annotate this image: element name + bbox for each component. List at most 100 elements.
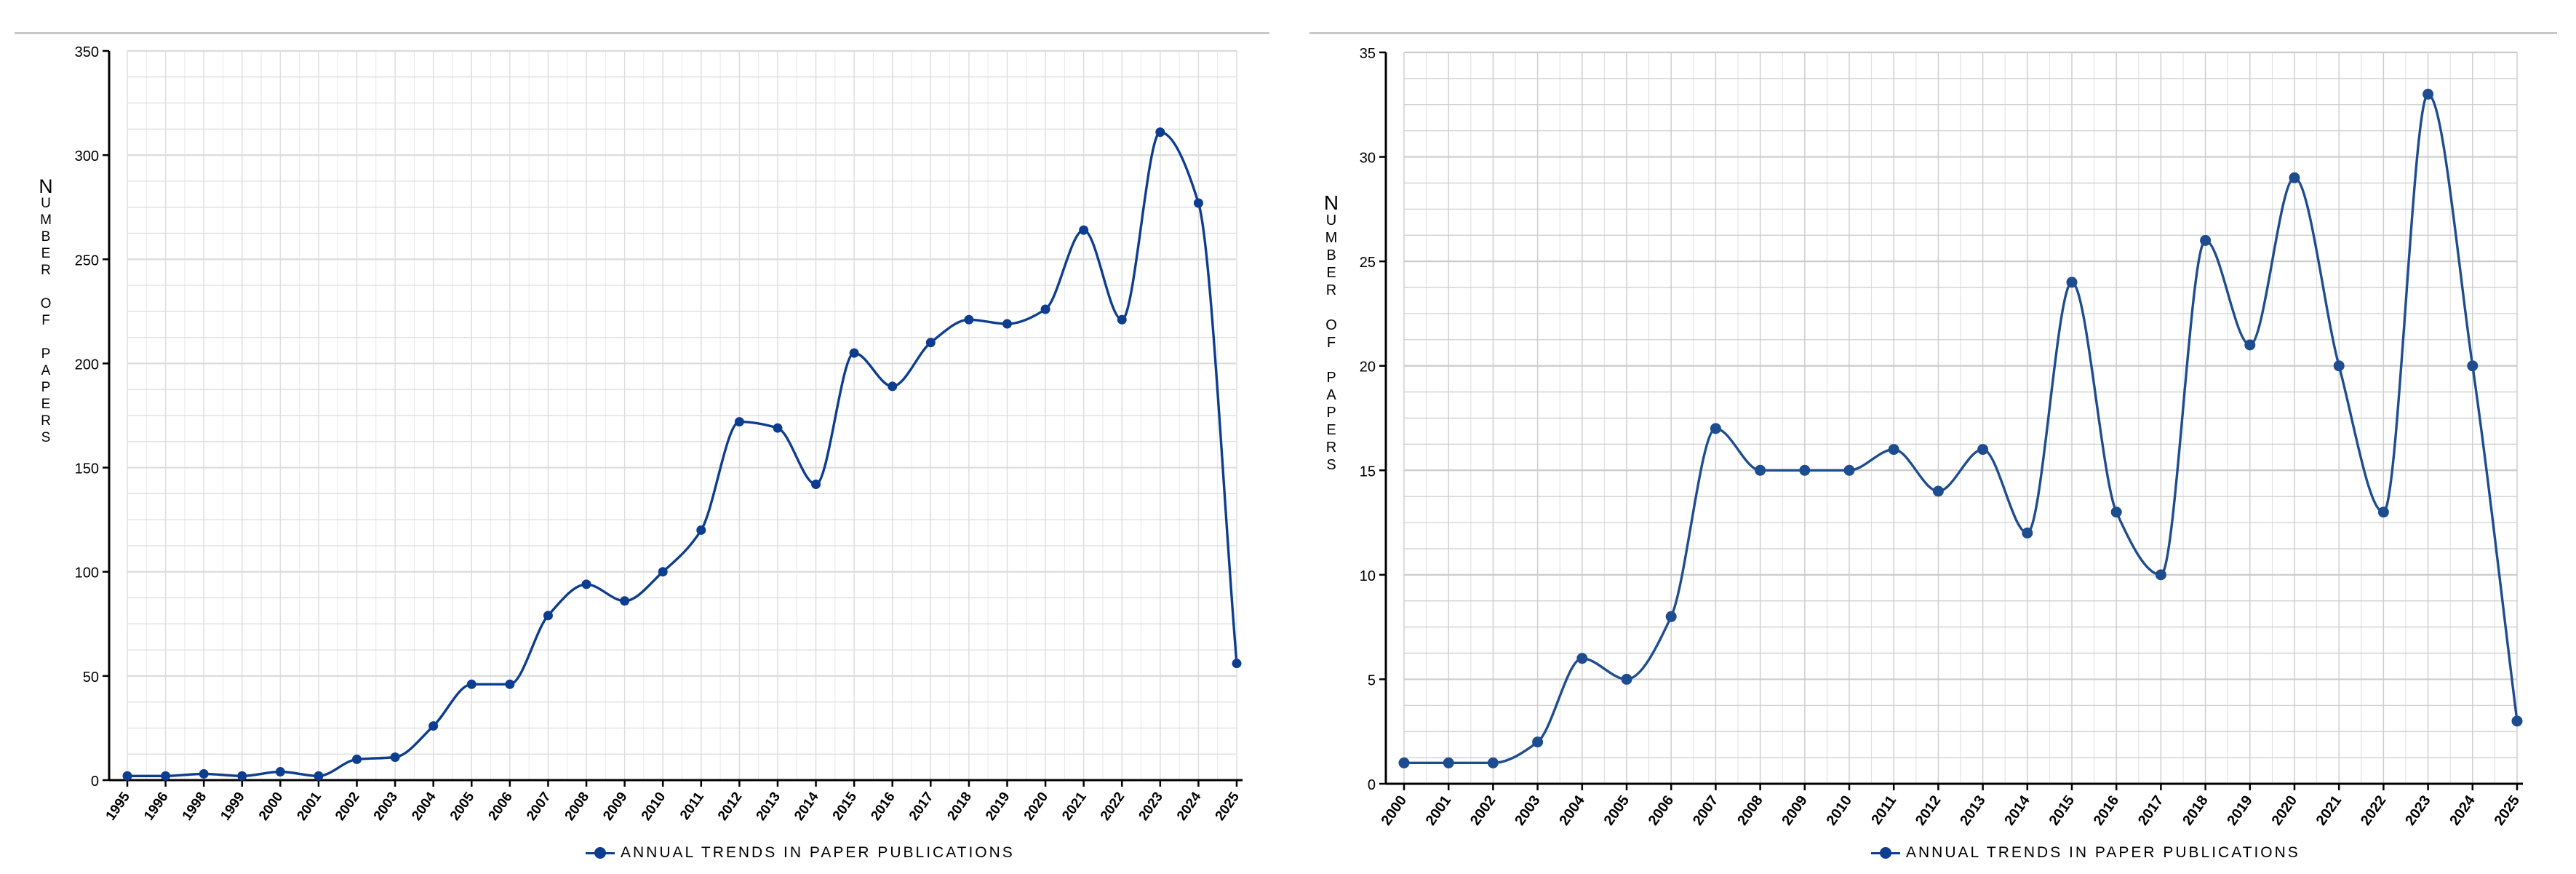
data-point-2024[interactable] [1193,198,1203,208]
data-point-2019[interactable] [1002,319,1012,329]
x-tick-label: 2002 [1467,792,1499,828]
data-point-2022[interactable] [2377,506,2389,518]
x-tick-label: 2013 [1957,792,1989,828]
x-tick-label: 2009 [1779,792,1811,828]
data-point-2017[interactable] [925,338,936,348]
x-tick-label: 2021 [1059,789,1090,823]
data-point-2001[interactable] [1443,757,1454,768]
y-tick-label: 35 [1360,46,1376,62]
x-tick-label: 2019 [2224,792,2256,828]
data-point-2004[interactable] [428,721,439,731]
data-point-2003[interactable] [1532,736,1544,748]
data-point-2012[interactable] [734,417,744,427]
data-point-2013[interactable] [1977,444,1989,456]
data-point-2009[interactable] [1799,464,1811,476]
y-tick-label: 30 [1360,151,1376,167]
x-tick-label: 2004 [1556,792,1588,829]
x-tick-label: 2024 [1174,789,1205,823]
data-point-2011[interactable] [1888,444,1899,456]
y-tick-label: 300 [75,148,99,164]
chart-panel-left: 0 50 100 150 200 250 300 350 1995 1996 1998 1999 200… [15,32,1269,864]
x-tick-label: 2014 [791,789,822,823]
data-point-2017[interactable] [2155,569,2166,581]
data-point-2025[interactable] [2511,715,2523,727]
data-point-2014[interactable] [2022,527,2033,539]
legend-series-label: ANNUAL TRENDS IN PAPER PUBLICATIONS [621,844,1015,861]
data-point-2008[interactable] [1755,464,1766,476]
x-tick-label: 2007 [1690,792,1722,828]
y-tick-label: 0 [91,774,99,790]
data-point-2002[interactable] [1487,757,1499,768]
y-tick-label: 350 [75,44,99,60]
data-point-1999[interactable] [237,771,247,781]
x-tick-label: 2015 [2046,792,2078,828]
x-tick-label: 2022 [1098,790,1128,824]
y-tick-label: 5 [1368,672,1376,688]
data-point-2023[interactable] [1155,127,1165,138]
x-tick-label: 2020 [1021,790,1051,824]
x-tick-label: 2015 [830,789,861,823]
x-tick-label: 1996 [141,790,171,824]
data-point-2015[interactable] [2066,277,2078,288]
y-tick-label: 50 [83,670,99,686]
data-point-2000[interactable] [1398,757,1410,768]
x-tick-label: 2001 [1423,792,1455,828]
data-point-2016[interactable] [2110,506,2122,518]
data-point-2011[interactable] [696,525,706,535]
data-point-2005[interactable] [1621,673,1632,685]
x-tick-label: 2018 [2180,792,2212,828]
data-point-2007[interactable] [543,611,553,621]
data-point-2025[interactable] [1232,659,1242,669]
data-point-1998[interactable] [199,768,209,779]
data-point-2005[interactable] [466,679,476,689]
data-point-2009[interactable] [620,596,630,606]
x-tick-label: 2016 [2091,792,2123,828]
data-point-2015[interactable] [849,348,859,358]
x-tick-label: 1998 [180,790,210,824]
gridlines [1403,51,2518,785]
x-tick-label: 2017 [906,790,936,824]
data-point-2006[interactable] [1665,611,1677,622]
data-point-2001[interactable] [314,771,324,781]
data-point-2010[interactable] [1843,464,1855,476]
data-point-1995[interactable] [122,771,132,781]
data-point-2003[interactable] [390,752,400,763]
chart-legend[interactable]: ANNUAL TRENDS IN PAPER PUBLICATIONS [1871,842,2300,864]
y-tick-label: 15 [1360,464,1376,480]
data-point-2024[interactable] [2467,360,2479,372]
data-point-2018[interactable] [2200,234,2212,246]
chart-legend[interactable]: ANNUAL TRENDS IN PAPER PUBLICATIONS [586,842,1015,864]
x-tick-label: 2016 [868,790,898,824]
data-point-2021[interactable] [1079,225,1089,235]
data-point-2004[interactable] [1576,653,1588,664]
x-tick-label: 2003 [1512,792,1544,828]
data-point-2013[interactable] [773,423,783,433]
data-point-2002[interactable] [352,754,362,764]
x-tick-label: 2001 [295,789,325,823]
data-point-2016[interactable] [888,381,898,392]
data-point-2020[interactable] [2289,172,2300,183]
legend-series-label: ANNUAL TRENDS IN PAPER PUBLICATIONS [1906,844,2300,861]
data-point-1996[interactable] [161,771,171,781]
x-tick-label: 1999 [218,790,247,824]
series-line [1403,92,2519,765]
y-tick-label: 25 [1360,255,1376,271]
data-point-2021[interactable] [2333,360,2345,372]
data-point-2008[interactable] [581,579,591,589]
data-point-2023[interactable] [2423,88,2434,100]
data-point-2014[interactable] [811,479,821,489]
data-point-2019[interactable] [2244,339,2256,351]
data-point-2018[interactable] [964,314,974,325]
data-point-2006[interactable] [505,679,515,689]
y-tick-label: 100 [75,565,99,581]
legend-series-marker [586,846,615,860]
chart-top-border [1309,32,2557,34]
data-point-2007[interactable] [1710,423,1721,434]
data-point-2000[interactable] [275,767,285,777]
x-tick-label: 2008 [1734,792,1766,828]
data-point-2010[interactable] [658,567,668,577]
data-point-2020[interactable] [1040,304,1050,314]
data-point-2012[interactable] [1932,485,1944,497]
data-point-2022[interactable] [1117,314,1127,325]
